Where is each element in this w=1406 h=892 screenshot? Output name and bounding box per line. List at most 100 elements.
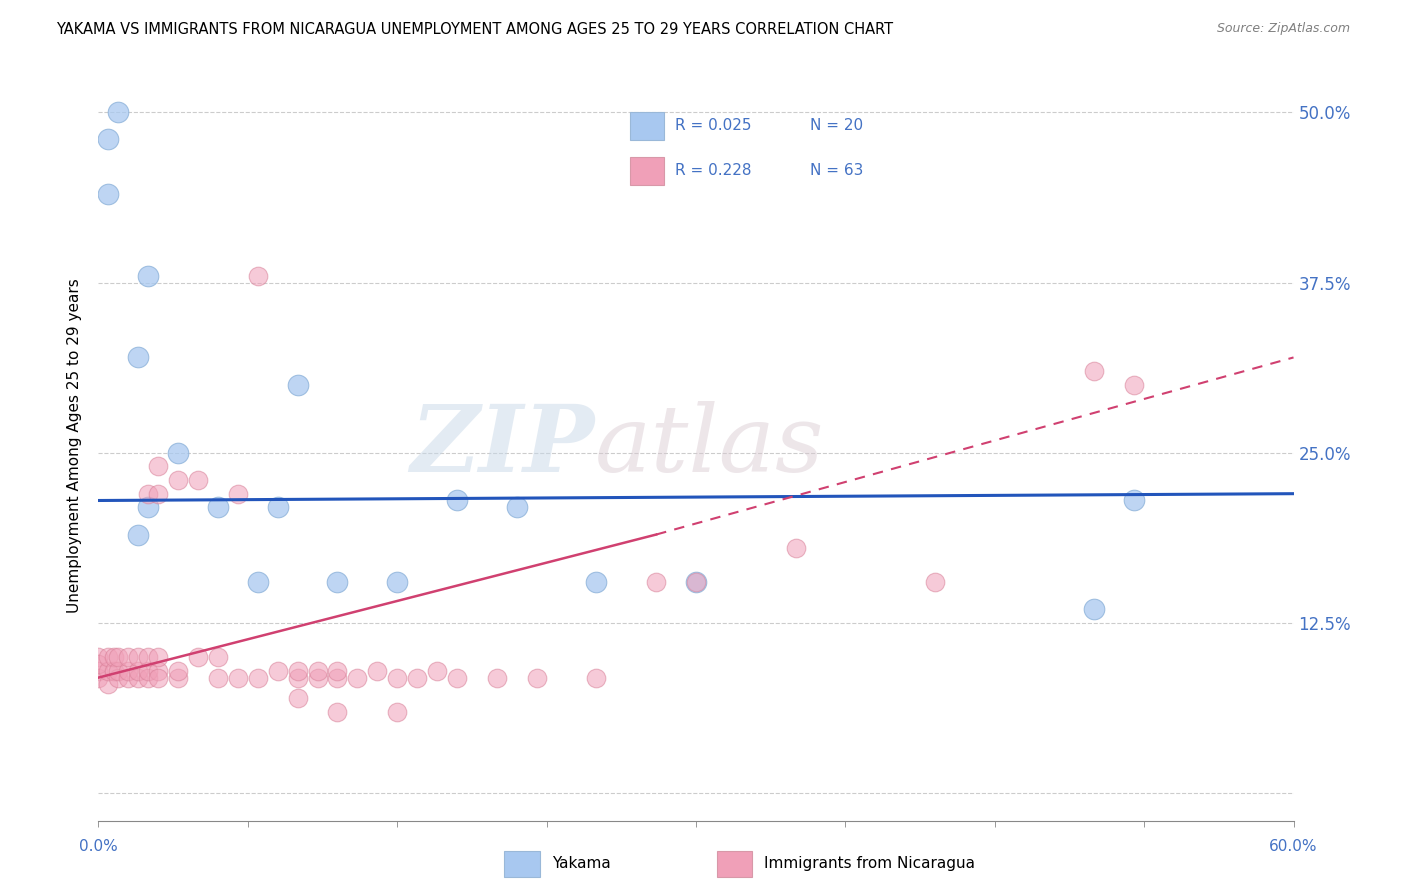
Point bbox=[97, 132, 120, 146]
Point bbox=[246, 671, 269, 685]
Point bbox=[326, 671, 349, 685]
Point bbox=[585, 671, 607, 685]
Point bbox=[103, 664, 125, 678]
Text: ZIP: ZIP bbox=[411, 401, 595, 491]
Point bbox=[307, 664, 329, 678]
Point bbox=[246, 268, 269, 283]
Point bbox=[127, 351, 149, 365]
Bar bbox=[717, 851, 752, 877]
Point bbox=[136, 671, 159, 685]
Point bbox=[287, 377, 309, 392]
Point bbox=[226, 486, 249, 500]
Point bbox=[136, 486, 159, 500]
Point bbox=[267, 664, 290, 678]
Text: Source: ZipAtlas.com: Source: ZipAtlas.com bbox=[1216, 22, 1350, 36]
Point bbox=[1083, 602, 1105, 616]
Point bbox=[148, 486, 170, 500]
Point bbox=[107, 664, 129, 678]
Point bbox=[287, 691, 309, 706]
Point bbox=[97, 186, 120, 201]
Bar bbox=[505, 851, 540, 877]
Point bbox=[785, 541, 807, 556]
Point bbox=[385, 705, 409, 719]
Point bbox=[127, 664, 149, 678]
Point bbox=[127, 527, 149, 541]
Point bbox=[326, 705, 349, 719]
Text: 0.0%: 0.0% bbox=[79, 839, 118, 855]
Text: N = 63: N = 63 bbox=[810, 163, 863, 178]
Point bbox=[136, 500, 159, 515]
Point bbox=[287, 664, 309, 678]
Point bbox=[366, 664, 388, 678]
Point bbox=[307, 671, 329, 685]
Point bbox=[1123, 493, 1146, 508]
Point bbox=[87, 657, 110, 671]
Bar bbox=[630, 157, 664, 185]
Point bbox=[207, 650, 229, 665]
Point bbox=[148, 671, 170, 685]
Point bbox=[167, 446, 190, 460]
Point bbox=[645, 575, 668, 590]
Text: atlas: atlas bbox=[595, 401, 824, 491]
Point bbox=[97, 664, 120, 678]
Point bbox=[117, 664, 139, 678]
Point bbox=[107, 105, 129, 120]
Bar bbox=[630, 112, 664, 140]
Point bbox=[167, 473, 190, 487]
Point bbox=[385, 671, 409, 685]
Point bbox=[346, 671, 368, 685]
Point bbox=[187, 650, 209, 665]
Point bbox=[207, 671, 229, 685]
Point bbox=[97, 650, 120, 665]
Point bbox=[148, 459, 170, 474]
Point bbox=[924, 575, 946, 590]
Point bbox=[506, 500, 529, 515]
Point bbox=[167, 671, 190, 685]
Point bbox=[148, 664, 170, 678]
Point bbox=[1083, 364, 1105, 378]
Text: R = 0.228: R = 0.228 bbox=[675, 163, 751, 178]
Point bbox=[117, 671, 139, 685]
Point bbox=[136, 268, 159, 283]
Point bbox=[127, 650, 149, 665]
Point bbox=[326, 575, 349, 590]
Point bbox=[246, 575, 269, 590]
Point bbox=[685, 575, 707, 590]
Point bbox=[107, 650, 129, 665]
Point bbox=[1123, 377, 1146, 392]
Point bbox=[207, 500, 229, 515]
Point bbox=[685, 575, 707, 590]
Point bbox=[87, 650, 110, 665]
Point bbox=[326, 664, 349, 678]
Point bbox=[136, 650, 159, 665]
Point bbox=[167, 664, 190, 678]
Point bbox=[406, 671, 429, 685]
Point bbox=[187, 473, 209, 487]
Point bbox=[148, 650, 170, 665]
Point bbox=[97, 677, 120, 691]
Point bbox=[87, 664, 110, 678]
Point bbox=[103, 650, 125, 665]
Point bbox=[287, 671, 309, 685]
Text: N = 20: N = 20 bbox=[810, 119, 863, 134]
Point bbox=[87, 671, 110, 685]
Point bbox=[585, 575, 607, 590]
Text: Immigrants from Nicaragua: Immigrants from Nicaragua bbox=[765, 855, 976, 871]
Point bbox=[446, 493, 468, 508]
Point bbox=[267, 500, 290, 515]
Text: Yakama: Yakama bbox=[551, 855, 610, 871]
Text: R = 0.025: R = 0.025 bbox=[675, 119, 751, 134]
Point bbox=[107, 671, 129, 685]
Point bbox=[226, 671, 249, 685]
Point bbox=[385, 575, 409, 590]
Point bbox=[446, 671, 468, 685]
Point bbox=[127, 671, 149, 685]
Point bbox=[136, 664, 159, 678]
Y-axis label: Unemployment Among Ages 25 to 29 years: Unemployment Among Ages 25 to 29 years bbox=[66, 278, 82, 614]
Point bbox=[117, 650, 139, 665]
Text: YAKAMA VS IMMIGRANTS FROM NICARAGUA UNEMPLOYMENT AMONG AGES 25 TO 29 YEARS CORRE: YAKAMA VS IMMIGRANTS FROM NICARAGUA UNEM… bbox=[56, 22, 893, 37]
Point bbox=[426, 664, 449, 678]
Point bbox=[526, 671, 548, 685]
Point bbox=[485, 671, 508, 685]
Text: 60.0%: 60.0% bbox=[1270, 839, 1317, 855]
